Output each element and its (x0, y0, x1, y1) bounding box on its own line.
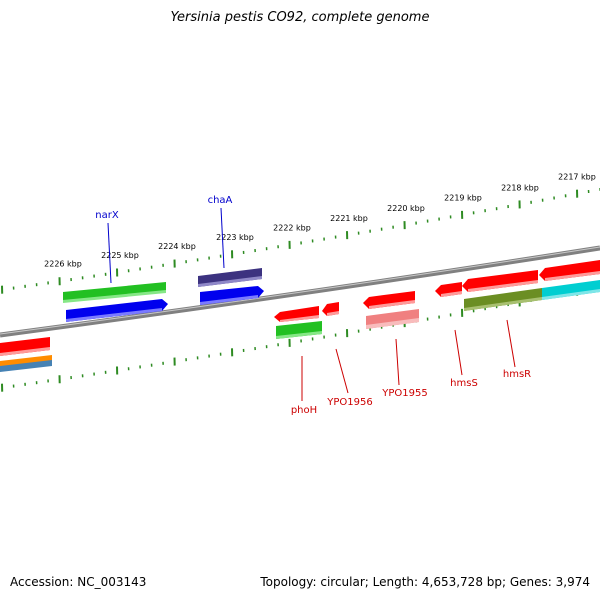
ruler-label: 2220 kbp (387, 204, 425, 213)
genome-stats-text: Topology: circular; Length: 4,653,728 bp… (260, 575, 590, 589)
genome-backbone (0, 245, 600, 338)
gene-feature[interactable] (198, 276, 262, 287)
gene-label-hmsR: hmsR (503, 369, 531, 380)
gene-label-narX: narX (95, 210, 119, 221)
gene-feature[interactable] (63, 282, 166, 302)
gene-feature[interactable] (0, 360, 52, 372)
gene-feature[interactable] (280, 315, 319, 322)
gene-feature[interactable] (0, 347, 50, 356)
gene-feature[interactable] (545, 271, 600, 281)
ruler-label: 2218 kbp (501, 183, 539, 192)
reverse-leader-lines (301, 319, 516, 401)
ruler-label: 2225 kbp (101, 251, 139, 260)
gene-feature[interactable] (276, 331, 322, 339)
accession-text: Accession: NC_003143 (10, 575, 147, 589)
ruler-labels: 2226 kbp 2225 kbp 2224 kbp 2223 kbp 2222 kbp… (44, 173, 596, 269)
gene-label-hmsS: hmsS (450, 378, 478, 389)
gene-label-YPO1955: YPO1955 (381, 388, 427, 399)
ruler-label: 2217 kbp (558, 173, 596, 182)
ruler-label: 2219 kbp (444, 194, 482, 203)
backbone-highlight (0, 246, 600, 335)
gene-feature[interactable] (464, 297, 542, 311)
ruler-label: 2226 kbp (44, 260, 82, 269)
reverse-features (0, 260, 600, 372)
ruler-label: 2222 kbp (273, 223, 311, 232)
gene-feature[interactable] (66, 308, 162, 322)
ruler-label: 2224 kbp (158, 242, 196, 251)
page-title: Yersinia pestis CO92, complete genome (170, 10, 430, 25)
outer-tick-track (1, 187, 600, 294)
gene-feature[interactable] (200, 295, 258, 305)
gene-label-phoH: phoH (291, 405, 317, 416)
ruler-label: 2221 kbp (330, 214, 368, 223)
gene-feature[interactable] (63, 290, 166, 303)
forward-features (63, 268, 264, 322)
gene-label-chaA: chaA (208, 195, 233, 206)
gene-feature[interactable] (366, 318, 419, 329)
gene-feature[interactable] (369, 300, 415, 309)
gene-label-YPO1956: YPO1956 (326, 397, 372, 408)
forward-leader-lines (107, 207, 225, 284)
gene-feature[interactable] (468, 280, 538, 292)
gene-feature[interactable] (462, 270, 538, 292)
ruler-label: 2223 kbp (216, 233, 254, 242)
gene-feature[interactable] (542, 289, 600, 300)
gene-feature[interactable] (327, 311, 339, 316)
gene-feature[interactable] (441, 291, 462, 297)
